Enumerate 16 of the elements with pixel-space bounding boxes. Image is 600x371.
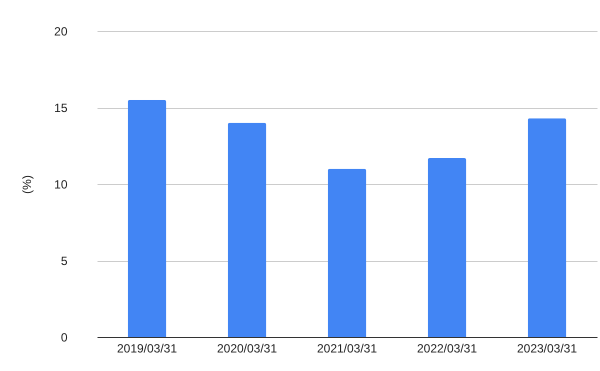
y-tick-label: 0 <box>60 330 68 344</box>
y-tick-label: 15 <box>54 101 68 115</box>
y-tick-label: 10 <box>54 178 68 192</box>
x-tick-label: 2023/03/31 <box>516 342 578 356</box>
x-tick-label: 2019/03/31 <box>116 342 178 356</box>
bar <box>528 118 566 337</box>
x-tick-label: 2020/03/31 <box>216 342 278 356</box>
x-tick-label: 2021/03/31 <box>316 342 378 356</box>
bar <box>428 158 466 337</box>
y-tick-label: 5 <box>60 254 68 268</box>
y-axis-title: (%) <box>20 175 34 194</box>
bar <box>328 168 366 337</box>
bar <box>128 100 166 337</box>
x-tick-label: 2022/03/31 <box>416 342 478 356</box>
bar <box>228 122 266 337</box>
y-tick-label: 20 <box>54 24 68 38</box>
